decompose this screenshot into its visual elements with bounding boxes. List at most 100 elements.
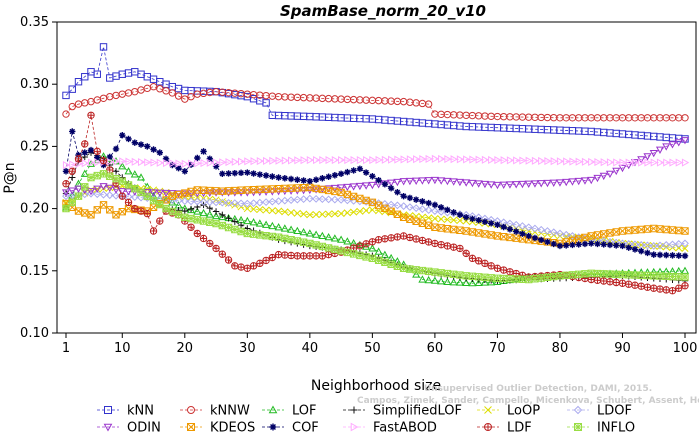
data-point xyxy=(424,238,433,246)
data-point xyxy=(87,146,95,154)
data-point xyxy=(562,230,571,239)
series-line xyxy=(65,86,685,119)
data-point xyxy=(650,251,657,258)
data-point xyxy=(68,85,76,93)
data-point xyxy=(155,189,164,197)
data-point xyxy=(212,163,220,170)
x-tick-label: 1 xyxy=(62,341,70,356)
data-point xyxy=(675,252,682,259)
data-point xyxy=(400,211,408,219)
data-point xyxy=(194,159,202,168)
data-point xyxy=(612,278,620,287)
data-point xyxy=(206,158,215,167)
series-line xyxy=(65,46,686,140)
data-point xyxy=(305,194,314,203)
data-point xyxy=(299,252,308,260)
data-point xyxy=(444,155,452,164)
data-point xyxy=(74,185,83,193)
data-point xyxy=(669,252,676,259)
data-point xyxy=(181,189,189,197)
data-point xyxy=(281,234,289,243)
data-point xyxy=(144,143,151,150)
data-point xyxy=(330,234,339,242)
data-point xyxy=(75,151,82,159)
data-point xyxy=(174,84,183,93)
data-point xyxy=(537,180,546,188)
data-point xyxy=(131,157,140,166)
data-point xyxy=(161,189,171,198)
data-point xyxy=(105,191,114,200)
data-point xyxy=(581,240,589,248)
data-point xyxy=(468,272,477,280)
data-point xyxy=(131,204,139,213)
data-point xyxy=(94,158,102,167)
data-point xyxy=(519,230,526,237)
y-tick-label: 0.15 xyxy=(20,264,49,279)
data-point xyxy=(219,170,226,177)
data-point xyxy=(524,223,533,232)
data-point xyxy=(512,275,520,283)
data-point xyxy=(243,205,251,213)
data-point xyxy=(444,206,451,214)
data-point xyxy=(388,155,396,164)
data-point xyxy=(119,157,127,166)
data-point xyxy=(381,204,389,213)
data-point xyxy=(162,155,170,163)
data-point xyxy=(262,220,271,228)
legend-label: LDF xyxy=(507,421,532,434)
data-point xyxy=(156,217,164,225)
data-point xyxy=(218,221,227,230)
data-point xyxy=(612,270,620,278)
data-point xyxy=(362,182,371,190)
data-point xyxy=(668,226,677,234)
data-point xyxy=(381,181,389,188)
data-point xyxy=(600,230,608,238)
data-point xyxy=(650,272,658,280)
data-point xyxy=(237,227,245,236)
data-point xyxy=(231,157,240,166)
data-point xyxy=(250,205,258,213)
data-point xyxy=(193,197,202,206)
data-point xyxy=(456,211,464,219)
data-point xyxy=(237,221,245,229)
data-point xyxy=(338,156,346,165)
data-point xyxy=(450,209,457,216)
data-point xyxy=(431,154,440,163)
legend-label: KDEOS xyxy=(210,421,255,434)
data-point xyxy=(618,270,627,279)
data-point xyxy=(356,251,364,260)
data-point xyxy=(569,241,576,249)
data-point xyxy=(662,272,670,280)
data-point xyxy=(274,197,283,206)
data-point xyxy=(349,250,358,258)
data-point xyxy=(174,92,183,100)
data-point xyxy=(437,204,445,211)
data-point xyxy=(181,95,189,103)
data-point xyxy=(231,169,239,177)
data-point xyxy=(74,192,83,200)
data-point xyxy=(206,155,214,163)
data-point xyxy=(674,240,683,248)
data-point xyxy=(62,192,70,201)
data-point xyxy=(212,196,220,204)
data-point xyxy=(587,275,595,284)
data-point xyxy=(575,235,583,243)
data-point xyxy=(224,223,233,232)
data-point xyxy=(438,154,446,164)
data-point xyxy=(462,179,471,187)
data-point xyxy=(393,201,402,210)
x-tick-label: 20 xyxy=(177,341,194,356)
data-point xyxy=(262,232,270,240)
data-point xyxy=(443,177,452,186)
data-point xyxy=(531,234,539,242)
data-point xyxy=(331,156,340,165)
data-point xyxy=(481,155,490,164)
data-point xyxy=(431,239,439,248)
legend-label: LOF xyxy=(292,404,317,419)
data-point xyxy=(300,210,308,218)
data-point xyxy=(499,181,508,189)
data-point xyxy=(506,156,515,165)
data-point xyxy=(69,160,77,169)
data-point xyxy=(399,178,408,186)
